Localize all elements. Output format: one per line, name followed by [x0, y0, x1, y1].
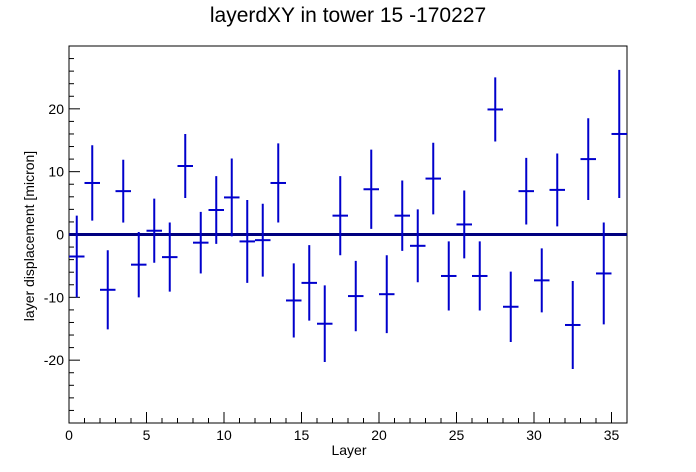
data-point	[239, 199, 255, 283]
data-point	[580, 118, 596, 200]
data-point	[115, 159, 131, 223]
data-point	[162, 222, 178, 292]
data-point	[100, 250, 116, 330]
data-point	[549, 153, 565, 227]
data-point	[332, 176, 348, 256]
data-point	[565, 280, 581, 369]
data-point	[472, 241, 488, 311]
data-point	[270, 143, 286, 223]
data-point	[224, 158, 240, 237]
data-point	[379, 255, 395, 334]
x-axis-label: Layer	[331, 442, 366, 458]
data-point	[503, 271, 519, 342]
data-point	[193, 211, 209, 274]
y-tick-label: -20	[44, 352, 64, 368]
x-tick-label: 35	[604, 427, 620, 443]
data-point	[84, 145, 100, 221]
data-point	[255, 203, 271, 277]
data-point	[394, 180, 410, 251]
data-point	[410, 209, 426, 283]
data-point	[441, 241, 457, 311]
data-point	[177, 133, 193, 199]
data-point	[487, 77, 503, 142]
data-point	[131, 231, 147, 298]
x-tick-label: 30	[526, 427, 542, 443]
data-point	[348, 260, 364, 332]
data-point	[301, 245, 317, 321]
y-tick-label: -10	[44, 289, 64, 305]
data-point	[286, 263, 302, 338]
x-tick-label: 20	[371, 427, 387, 443]
data-point	[534, 248, 550, 313]
x-tick-label: 25	[449, 427, 465, 443]
chart-title: layerdXY in tower 15 -170227	[209, 4, 487, 27]
data-point	[518, 157, 534, 225]
y-tick-label: 10	[48, 164, 64, 180]
data-point	[363, 149, 379, 229]
y-tick-label: 0	[56, 227, 64, 243]
x-tick-label: 0	[65, 427, 73, 443]
x-tick-label: 15	[294, 427, 310, 443]
data-point	[456, 190, 472, 259]
data-point	[596, 222, 612, 325]
x-tick-label: 10	[216, 427, 232, 443]
data-point	[69, 215, 85, 298]
data-point	[425, 142, 441, 215]
data-point	[146, 198, 162, 263]
data-point	[208, 176, 224, 244]
y-tick-label: 20	[48, 101, 64, 117]
x-tick-label: 5	[143, 427, 151, 443]
data-point	[317, 285, 333, 363]
data-point	[611, 69, 627, 199]
y-axis-label: layer displacement [micron]	[21, 151, 37, 321]
